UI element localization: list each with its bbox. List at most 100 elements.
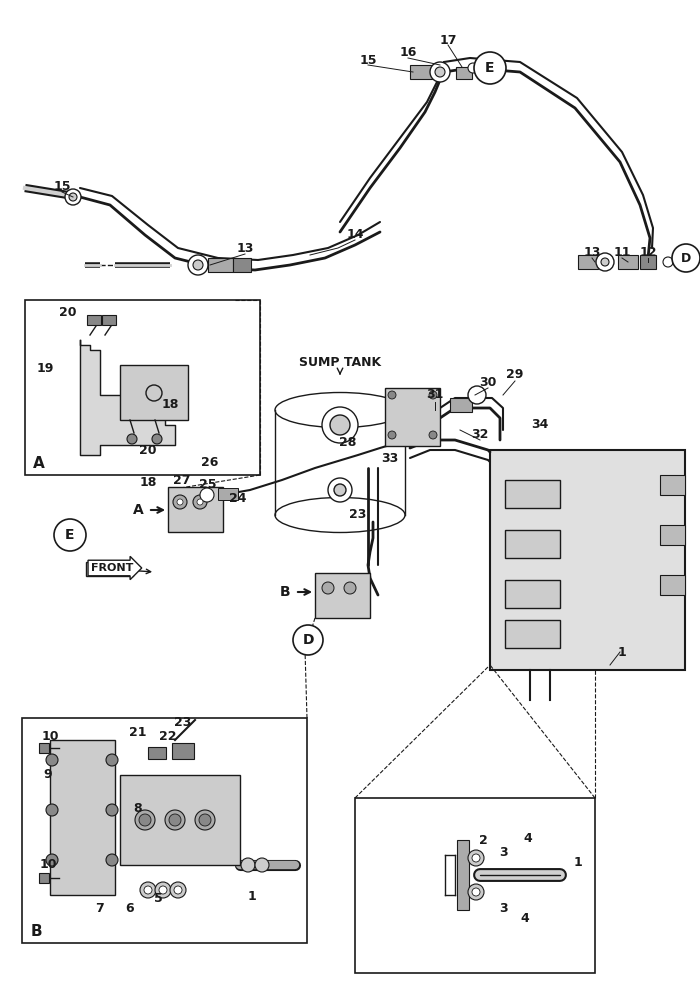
Text: 18: 18 — [139, 476, 157, 488]
Text: 27: 27 — [174, 474, 190, 487]
Text: 15: 15 — [359, 53, 377, 66]
Circle shape — [601, 258, 609, 266]
Text: 20: 20 — [60, 306, 77, 318]
Text: 22: 22 — [160, 730, 176, 744]
Bar — [39, 873, 49, 883]
Circle shape — [388, 391, 396, 399]
Bar — [148, 747, 166, 759]
Bar — [505, 620, 560, 648]
Text: 8: 8 — [134, 802, 142, 814]
Circle shape — [159, 886, 167, 894]
Circle shape — [199, 814, 211, 826]
Text: 9: 9 — [43, 768, 52, 782]
Circle shape — [65, 189, 81, 205]
Bar — [490, 450, 685, 670]
Text: 33: 33 — [382, 452, 398, 464]
Circle shape — [388, 431, 396, 439]
Circle shape — [468, 63, 478, 73]
Circle shape — [155, 882, 171, 898]
Circle shape — [663, 257, 673, 267]
Bar — [50, 740, 115, 895]
Circle shape — [152, 434, 162, 444]
Circle shape — [468, 850, 484, 866]
Text: 26: 26 — [202, 456, 218, 468]
Text: 23: 23 — [349, 508, 367, 520]
Circle shape — [188, 255, 208, 275]
Bar — [172, 743, 194, 759]
Circle shape — [468, 386, 486, 404]
Circle shape — [197, 499, 203, 505]
Bar — [120, 775, 240, 865]
Circle shape — [468, 884, 484, 900]
Circle shape — [344, 582, 356, 594]
Bar — [218, 488, 238, 500]
Circle shape — [69, 193, 77, 201]
Circle shape — [144, 886, 152, 894]
Text: FRONT: FRONT — [91, 563, 133, 573]
Bar — [450, 398, 472, 412]
Bar — [456, 67, 472, 79]
Text: 15: 15 — [53, 180, 71, 192]
Text: 29: 29 — [506, 368, 524, 381]
Bar — [505, 530, 560, 558]
Circle shape — [54, 519, 86, 551]
Circle shape — [255, 858, 269, 872]
Text: 23: 23 — [174, 716, 192, 728]
Text: 4: 4 — [524, 832, 533, 846]
Text: FRONT: FRONT — [88, 564, 150, 574]
Circle shape — [195, 810, 215, 830]
Circle shape — [106, 854, 118, 866]
Text: 7: 7 — [96, 902, 104, 914]
Circle shape — [334, 484, 346, 496]
Text: 34: 34 — [531, 418, 549, 432]
Text: 10: 10 — [41, 730, 59, 744]
Bar — [660, 475, 685, 495]
Text: 31: 31 — [426, 388, 444, 401]
Bar — [168, 487, 223, 532]
Circle shape — [430, 62, 450, 82]
Circle shape — [170, 882, 186, 898]
Text: 10: 10 — [39, 858, 57, 871]
Text: 17: 17 — [440, 33, 456, 46]
Bar — [410, 65, 432, 79]
Text: 1: 1 — [573, 856, 582, 868]
Circle shape — [241, 858, 255, 872]
Bar — [505, 480, 560, 508]
Bar — [457, 840, 469, 910]
Circle shape — [472, 888, 480, 896]
Bar — [385, 388, 440, 446]
Text: B: B — [280, 585, 290, 599]
Circle shape — [672, 244, 700, 272]
Text: 16: 16 — [399, 46, 416, 60]
Circle shape — [435, 67, 445, 77]
Circle shape — [328, 478, 352, 502]
Text: SUMP TANK: SUMP TANK — [299, 356, 381, 368]
Circle shape — [106, 754, 118, 766]
Circle shape — [140, 882, 156, 898]
Text: A: A — [33, 456, 45, 471]
Polygon shape — [80, 340, 175, 455]
Bar — [25, 300, 260, 475]
Bar — [208, 258, 233, 272]
Text: 18: 18 — [161, 398, 178, 412]
Bar — [102, 315, 116, 325]
Bar — [505, 580, 560, 608]
Circle shape — [322, 582, 334, 594]
Bar — [640, 255, 656, 269]
Bar — [87, 315, 101, 325]
Text: 1: 1 — [617, 646, 626, 658]
Bar — [120, 365, 188, 420]
Text: 32: 32 — [471, 428, 489, 442]
Text: E: E — [485, 61, 495, 75]
Bar — [39, 743, 49, 753]
Circle shape — [177, 499, 183, 505]
Circle shape — [200, 488, 214, 502]
Bar — [618, 255, 638, 269]
Text: 2: 2 — [479, 834, 487, 846]
Circle shape — [165, 810, 185, 830]
Circle shape — [135, 810, 155, 830]
Text: E: E — [65, 528, 75, 542]
Circle shape — [472, 854, 480, 862]
Text: 1: 1 — [248, 890, 256, 904]
Circle shape — [293, 625, 323, 655]
